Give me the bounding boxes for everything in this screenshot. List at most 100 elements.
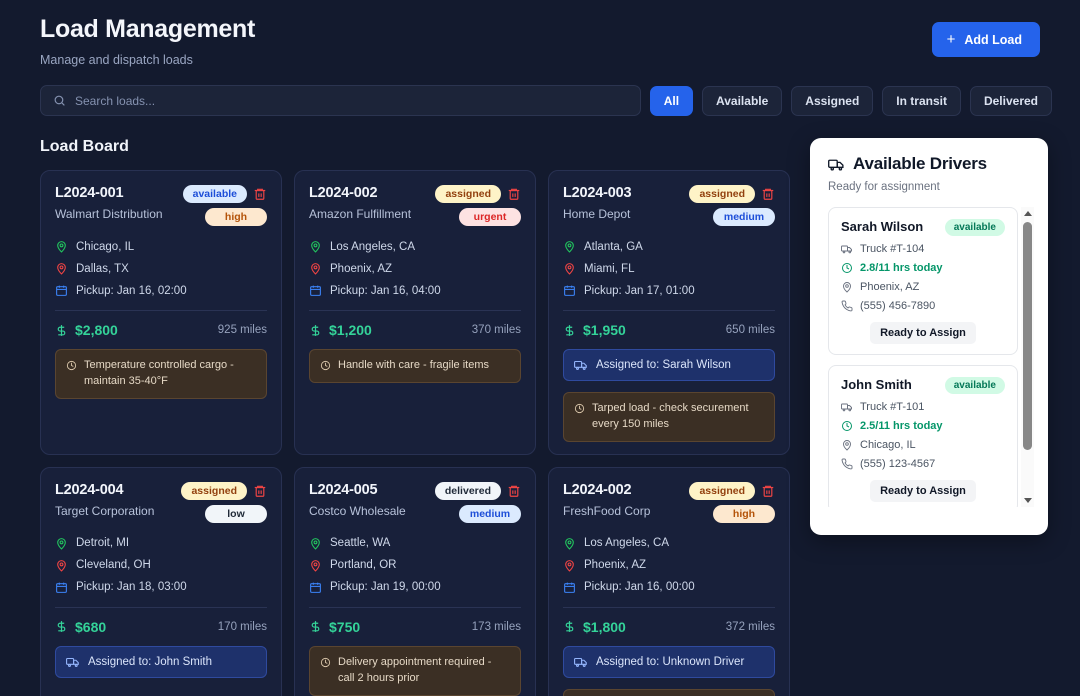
- driver-status-badge: available: [944, 219, 1005, 236]
- delete-load-button[interactable]: [761, 484, 775, 498]
- search-icon: [54, 95, 65, 106]
- map-pin-icon: [843, 440, 851, 451]
- load-customer: Walmart Distribution: [55, 207, 163, 221]
- assigned-driver-box: Assigned to: Sarah Wilson: [563, 349, 775, 381]
- driver-card[interactable]: Sarah Wilson available Truck #T-104 2.8/11 …: [828, 207, 1018, 355]
- load-rate: $1,800: [563, 619, 626, 635]
- clock-icon: [66, 360, 77, 371]
- load-card[interactable]: L2024-001 Walmart Distribution available hi…: [40, 170, 282, 455]
- status-row: assigned: [689, 185, 775, 203]
- origin-row: Los Angeles, CA: [309, 240, 521, 253]
- driver-name: Sarah Wilson: [841, 219, 924, 234]
- chevron-down-icon[interactable]: [1021, 494, 1034, 507]
- load-badges: assigned medium: [689, 185, 775, 226]
- priority-badge: medium: [713, 208, 775, 226]
- destination-text: Phoenix, AZ: [584, 559, 647, 572]
- ready-to-assign-button[interactable]: Ready to Assign: [870, 322, 976, 344]
- load-rate: $1,200: [309, 322, 372, 338]
- load-board-grid: L2024-001 Walmart Distribution available hi…: [40, 170, 794, 696]
- map-pin-destination-icon: [565, 559, 574, 572]
- driver-hours-text: 2.5/11 hrs today: [860, 420, 943, 432]
- load-rate: $680: [55, 619, 106, 635]
- delete-load-button[interactable]: [761, 187, 775, 201]
- load-card[interactable]: L2024-005 Costco Wholesale delivered medium…: [294, 466, 536, 696]
- delete-load-button[interactable]: [253, 484, 267, 498]
- delete-load-button[interactable]: [507, 484, 521, 498]
- drivers-panel-header: Available Drivers: [828, 154, 1034, 174]
- calendar-icon: [564, 285, 575, 296]
- driver-location-row: Phoenix, AZ: [841, 281, 1005, 293]
- driver-card[interactable]: John Smith available Truck #T-101 2.5/11 hr…: [828, 365, 1018, 507]
- driver-hours-row: 2.5/11 hrs today: [841, 420, 1005, 432]
- status-row: available: [182, 185, 267, 203]
- load-card[interactable]: L2024-004 Target Corporation assigned low De…: [40, 466, 282, 696]
- filter-available[interactable]: Available: [702, 85, 783, 116]
- rate-text: $1,950: [583, 322, 626, 338]
- origin-text: Chicago, IL: [76, 240, 135, 253]
- drivers-scrollbar[interactable]: [1021, 207, 1034, 507]
- priority-badge: high: [713, 504, 775, 523]
- status-row: assigned: [181, 481, 267, 500]
- map-pin-destination-icon: [311, 263, 320, 275]
- dollar-icon: [57, 324, 66, 336]
- load-card[interactable]: L2024-002 Amazon Fulfillment assigned urgen…: [294, 170, 536, 455]
- status-badge: assigned: [181, 481, 247, 500]
- ready-to-assign-button[interactable]: Ready to Assign: [870, 480, 976, 502]
- destination-text: Dallas, TX: [76, 262, 129, 275]
- filter-all[interactable]: All: [649, 85, 694, 116]
- driver-phone-row: (555) 456-7890: [841, 300, 1005, 312]
- load-route: Detroit, MI Cleveland, OH Pickup: Jan 18, …: [55, 537, 267, 594]
- chevron-up-icon[interactable]: [1021, 207, 1034, 220]
- origin-row: Los Angeles, CA: [563, 537, 775, 550]
- card-divider: [563, 606, 775, 608]
- load-route: Los Angeles, CA Phoenix, AZ Pickup: Jan 16…: [563, 537, 775, 594]
- origin-text: Los Angeles, CA: [330, 240, 416, 253]
- load-card[interactable]: L2024-003 Home Depot assigned medium Atlanta…: [548, 170, 790, 455]
- dollar-icon: [565, 324, 574, 336]
- pickup-text: Pickup: Jan 16, 02:00: [76, 284, 187, 297]
- pickup-text: Pickup: Jan 16, 04:00: [330, 284, 441, 297]
- rate-text: $1,800: [583, 618, 626, 635]
- map-pin-origin-icon: [57, 241, 66, 253]
- search-box[interactable]: [40, 85, 641, 116]
- load-rate: $2,800: [55, 322, 118, 338]
- priority-badge: high: [205, 208, 267, 226]
- filter-in-transit[interactable]: In transit: [882, 85, 961, 116]
- load-identity: L2024-001 Walmart Distribution: [55, 185, 163, 221]
- pickup-text: Pickup: Jan 17, 01:00: [584, 284, 695, 297]
- driver-phone-text: (555) 123-4567: [860, 458, 936, 470]
- assigned-driver-box: Assigned to: John Smith: [55, 645, 267, 678]
- clock-icon: [320, 657, 331, 667]
- pickup-row: Pickup: Jan 17, 01:00: [563, 284, 775, 297]
- load-note: Handle with care - fragile items: [309, 349, 521, 383]
- load-card[interactable]: L2024-002 FreshFood Corp assigned high Los A…: [548, 466, 790, 696]
- load-id: L2024-002: [309, 185, 378, 201]
- destination-row: Phoenix, AZ: [309, 262, 521, 275]
- delete-load-button[interactable]: [253, 187, 267, 201]
- driver-phone-text: (555) 456-7890: [860, 300, 936, 312]
- destination-text: Miami, FL: [584, 262, 635, 275]
- clock-icon: [574, 403, 585, 414]
- status-badge: delivered: [434, 481, 501, 500]
- add-load-button[interactable]: + Add Load: [931, 22, 1040, 57]
- load-card-header: L2024-005 Costco Wholesale delivered medium: [309, 481, 521, 523]
- load-route: Los Angeles, CA Phoenix, AZ Pickup: Jan 16…: [309, 240, 521, 297]
- scrollbar-thumb[interactable]: [1023, 222, 1032, 450]
- rate-text: $750: [329, 618, 361, 635]
- delete-load-button[interactable]: [507, 187, 521, 201]
- load-badges: delivered medium: [434, 481, 521, 523]
- load-id: L2024-002: [563, 481, 632, 498]
- pickup-row: Pickup: Jan 16, 04:00: [309, 284, 521, 297]
- load-card-header: L2024-002 Amazon Fulfillment assigned urgen…: [309, 185, 521, 226]
- status-badge: assigned: [689, 185, 755, 203]
- filter-assigned[interactable]: Assigned: [791, 85, 874, 116]
- filter-delivered[interactable]: Delivered: [969, 85, 1052, 116]
- pickup-row: Pickup: Jan 18, 03:00: [55, 581, 267, 594]
- search-input[interactable]: [75, 93, 628, 108]
- status-row: delivered: [434, 481, 521, 500]
- clock-icon: [842, 421, 852, 431]
- status-row: assigned: [435, 185, 521, 203]
- filter-group: All Available Assigned In transit Delivered: [649, 85, 1052, 116]
- page-subtitle: Manage and dispatch loads: [40, 53, 193, 67]
- drivers-list: Sarah Wilson available Truck #T-104 2.8/11 …: [828, 207, 1018, 507]
